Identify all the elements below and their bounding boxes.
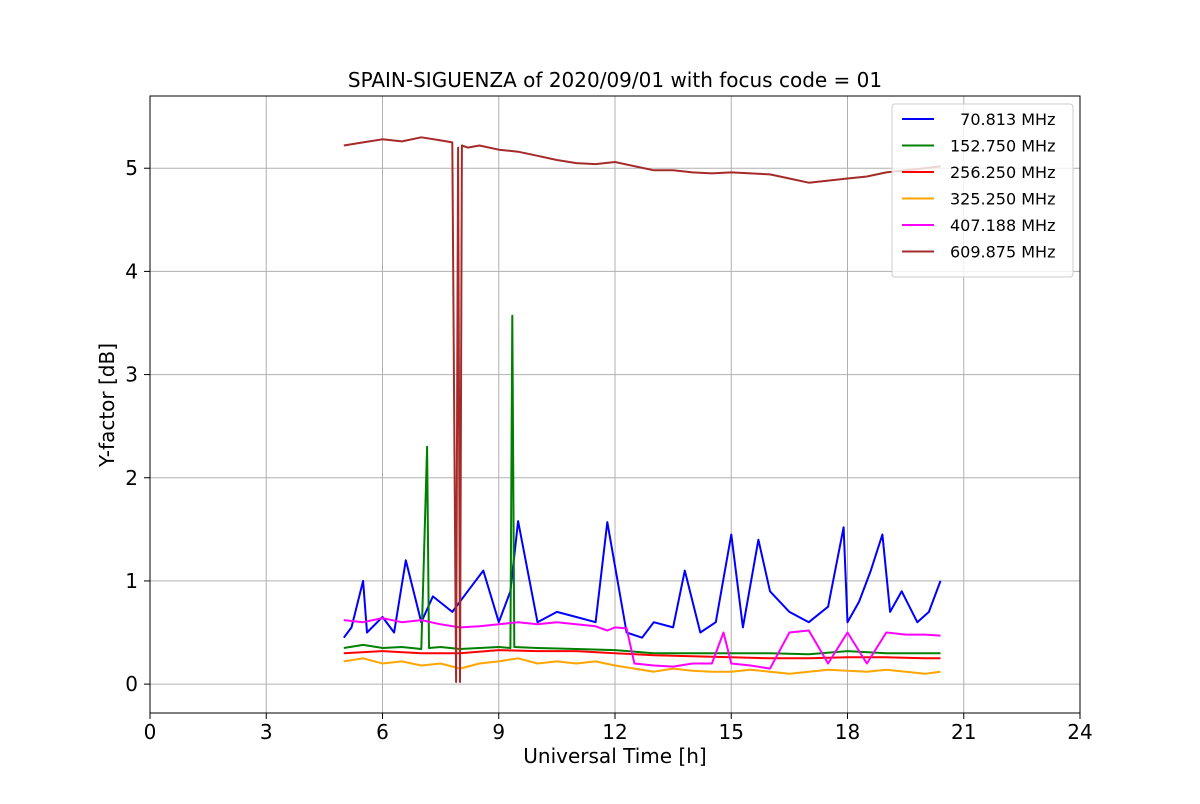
y-axis-label: Y-factor [dB] (95, 343, 119, 468)
series-line-4 (343, 657, 941, 675)
series-line-2 (343, 314, 941, 656)
legend-box (891, 103, 1074, 278)
x-tick-label: 0 (144, 720, 157, 744)
legend: 70.813 MHz 152.750 MHz 256.250 MHz 325.250 … (891, 103, 1074, 278)
legend-label: 152.750 MHz (950, 137, 1055, 156)
x-tick-label: 3 (260, 720, 273, 744)
legend-label: 70.813 MHz (950, 110, 1055, 129)
y-tick-label: 4 (125, 259, 138, 283)
x-tick-label: 6 (376, 720, 389, 744)
x-tick-label: 18 (835, 720, 860, 744)
series-line-5 (343, 617, 941, 670)
legend-label: 256.250 MHz (950, 163, 1055, 182)
chart-title: SPAIN-SIGUENZA of 2020/09/01 with focus … (348, 68, 882, 92)
series-line-1 (342, 520, 942, 639)
y-tick-label: 0 (125, 672, 138, 696)
series-line-6 (343, 136, 941, 683)
x-tick-label: 24 (1067, 720, 1092, 744)
y-tick-label: 2 (125, 466, 138, 490)
series-line-3 (343, 649, 941, 660)
series-layer (342, 136, 942, 683)
x-tick-label: 15 (719, 720, 744, 744)
legend-label: 609.875 MHz (950, 243, 1055, 262)
y-tick-label: 3 (125, 363, 138, 387)
x-tick-label: 12 (602, 720, 627, 744)
x-tick-label: 9 (492, 720, 505, 744)
y-tick-label: 5 (125, 156, 138, 180)
legend-label: 407.188 MHz (950, 216, 1055, 235)
legend-label: 325.250 MHz (950, 190, 1055, 209)
y-tick-label: 1 (125, 569, 138, 593)
x-tick-label: 21 (951, 720, 976, 744)
x-axis-label: Universal Time [h] (523, 744, 706, 768)
